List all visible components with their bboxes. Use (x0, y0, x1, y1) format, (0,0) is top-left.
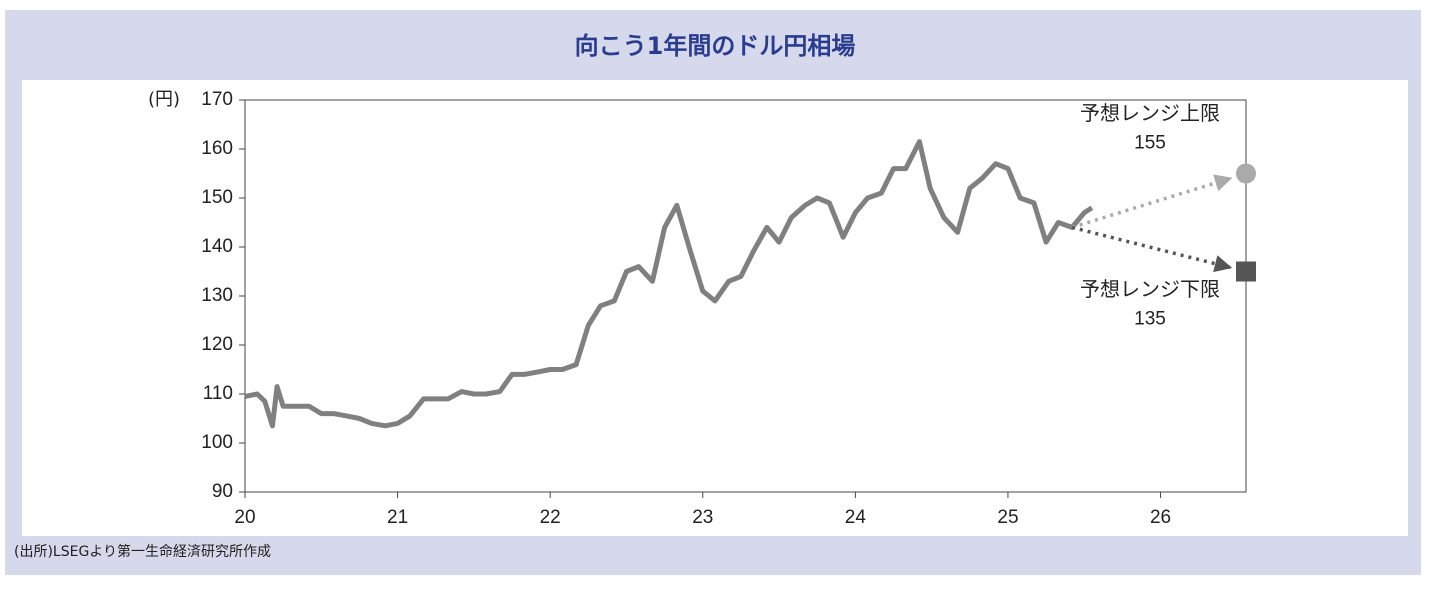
forecast-marker (1236, 163, 1256, 184)
forecast-value: 135 (1134, 309, 1166, 330)
source-note: (出所)LSEGより第一生命経済研究所作成 (14, 543, 271, 560)
chart-title: 向こう1年間のドル円相場 (575, 32, 856, 60)
x-tick-label: 22 (540, 507, 561, 528)
y-tick-label: 110 (203, 383, 233, 404)
x-tick-label: 21 (387, 507, 408, 528)
y-tick-label: 130 (201, 285, 233, 306)
y-tick-label: 140 (201, 236, 233, 257)
price-line (244, 139, 1094, 429)
y-tick-label: 90 (212, 481, 233, 502)
y-tick-label: 100 (201, 432, 233, 453)
x-tick-label: 23 (692, 507, 713, 528)
forecast-label: 予想レンジ下限 (1080, 277, 1220, 301)
forecast-marker (1236, 261, 1256, 282)
x-tick-label: 20 (234, 507, 255, 528)
y-tick-label: 160 (201, 138, 233, 159)
y-unit: (円) (148, 89, 180, 110)
forecast-value: 155 (1134, 133, 1166, 154)
forecast-arrow (1071, 225, 1233, 273)
x-tick-label: 25 (997, 507, 1018, 528)
forecast-label: 予想レンジ上限 (1080, 101, 1220, 125)
plot-background (22, 80, 1408, 536)
y-tick-label: 170 (201, 89, 233, 110)
x-tick-label: 24 (845, 507, 867, 528)
x-tick-label: 26 (1150, 507, 1171, 528)
y-tick-label: 120 (201, 334, 233, 355)
forecast-arrow (1071, 174, 1233, 230)
y-tick-label: 150 (201, 187, 233, 208)
